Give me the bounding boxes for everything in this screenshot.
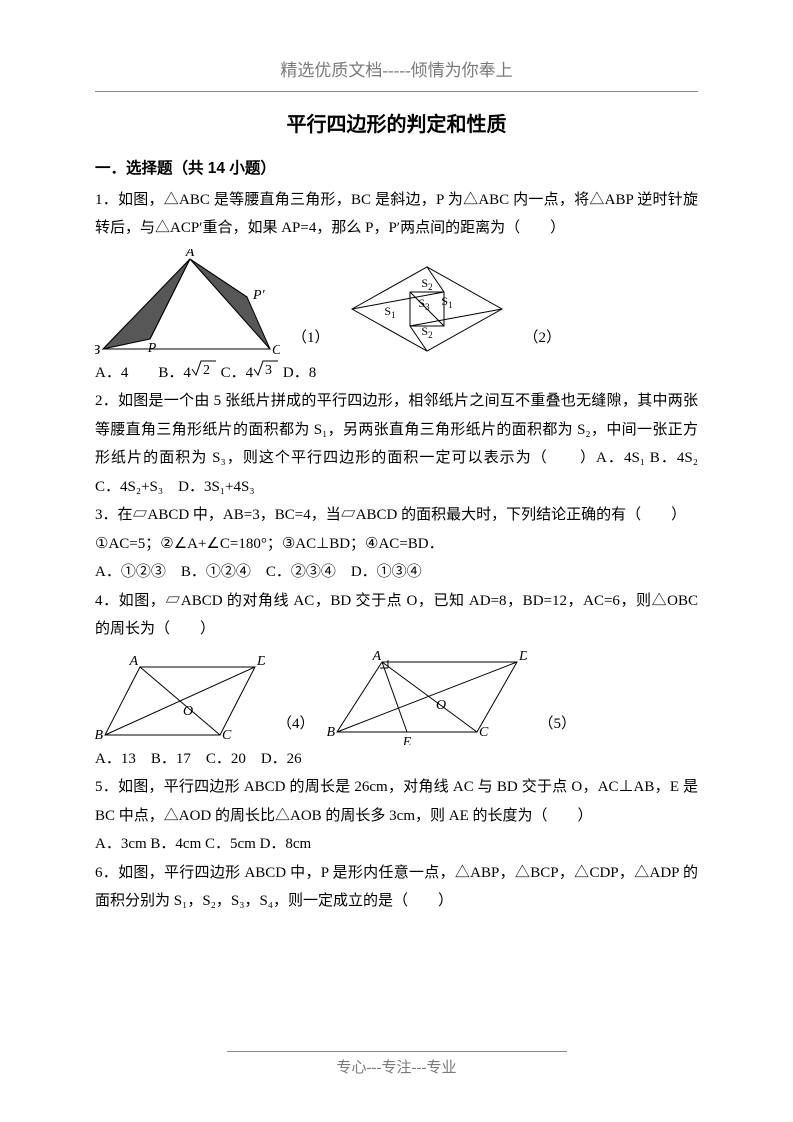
figure-5: A D B C O E [327, 650, 527, 745]
figure-4: A D B C O [95, 655, 265, 745]
svg-text:O: O [436, 698, 446, 713]
svg-text:A: A [128, 655, 138, 669]
svg-text:P′: P′ [252, 288, 266, 303]
question-3-options: A．①②③ B．①②④ C．②③④ D．①③④ [95, 558, 698, 587]
question-2: 2．如图是一个由 5 张纸片拼成的平行四边形，相邻纸片之间互不重叠也无缝隙，其中… [95, 387, 698, 501]
question-3: 3．在▱ABCD 中，AB=3，BC=4，当▱ABCD 的面积最大时，下列结论正… [95, 501, 698, 530]
opt: A．4 B．4 [95, 365, 191, 381]
svg-text:P: P [147, 341, 157, 356]
svg-text:C: C [479, 725, 489, 740]
sqrt3: 3 [253, 359, 279, 377]
figure-1-label: （1） [292, 324, 330, 359]
svg-text:S1: S1 [441, 294, 452, 310]
figure-2: S1S2S1S3S2 [342, 259, 512, 359]
sqrt2: 2 [191, 359, 217, 377]
figure-4-label: （4） [277, 710, 315, 745]
doc-title: 平行四边形的判定和性质 [95, 106, 698, 144]
svg-text:D: D [518, 650, 527, 664]
svg-text:3: 3 [265, 363, 272, 377]
question-5-options: A．3cm B．4cm C．5cm D．8cm [95, 830, 698, 859]
svg-text:2: 2 [203, 363, 210, 377]
svg-text:S1: S1 [384, 304, 395, 320]
svg-text:B: B [327, 725, 335, 740]
question-3b: ①AC=5；②∠A+∠C=180°；③AC⊥BD；④AC=BD． [95, 530, 698, 559]
question-4-options: A．13 B．17 C．20 D．26 [95, 745, 698, 774]
svg-text:C: C [272, 343, 280, 358]
page-header: 精选优质文档-----倾情为你奉上 [95, 55, 698, 92]
question-4: 4．如图，▱ABCD 的对角线 AC，BD 交于点 O，已知 AD=8，BD=1… [95, 587, 698, 644]
question-6: 6．如图，平行四边形 ABCD 中，P 是形内任意一点，△ABP，△BCP，△C… [95, 859, 698, 916]
svg-text:B: B [95, 728, 103, 743]
figure-row-1: ABCPP′ （1） S1S2S1S3S2 （2） [95, 249, 698, 359]
svg-text:A: A [185, 249, 195, 260]
question-5: 5．如图，平行四边形 ABCD 的周长是 26cm，对角线 AC 与 BD 交于… [95, 773, 698, 830]
figure-2-label: （2） [524, 324, 562, 359]
svg-text:B: B [95, 343, 100, 358]
svg-text:A: A [371, 650, 381, 664]
page-footer: 专心---专注---专业 [227, 1051, 567, 1083]
figure-row-2: A D B C O （4） A D B C O E （5） [95, 650, 698, 745]
svg-text:S3: S3 [418, 296, 430, 312]
svg-text:E: E [401, 735, 411, 745]
section-heading: 一．选择题（共 14 小题） [95, 154, 698, 183]
opt: D．8 [279, 365, 316, 381]
svg-text:D: D [256, 655, 265, 669]
opt: C．4 [217, 365, 253, 381]
svg-text:C: C [222, 728, 232, 743]
svg-text:O: O [183, 704, 193, 719]
question-1: 1．如图，△ABC 是等腰直角三角形，BC 是斜边，P 为△ABC 内一点，将△… [95, 186, 698, 243]
figure-5-label: （5） [539, 710, 577, 745]
figure-1: A B C P P′ [95, 249, 280, 359]
svg-text:S2: S2 [421, 276, 432, 292]
question-1-options: A．4 B．4 2 C．4 3 D．8 [95, 359, 698, 388]
